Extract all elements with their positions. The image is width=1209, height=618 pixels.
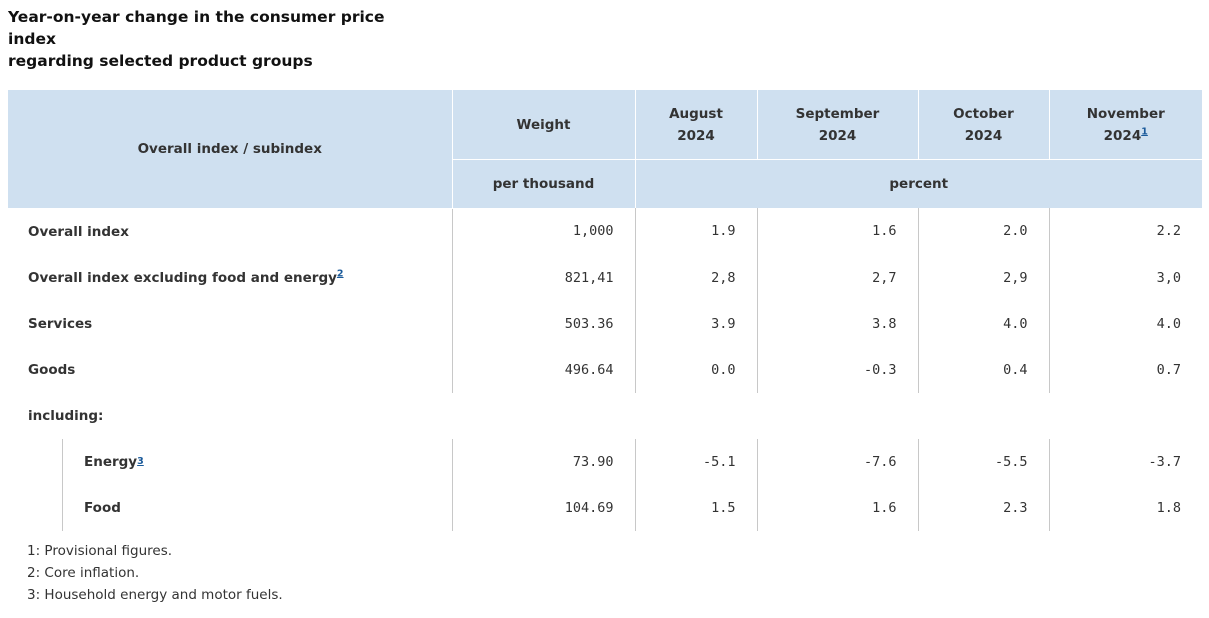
footnote: 2: Core inflation. [27, 565, 140, 581]
header-month-october: October 2024 [917, 90, 1049, 160]
table-row: Overall index 1,000 1.9 1.6 2.0 2.2 [8, 208, 1202, 255]
footnote-marker: 2 [337, 268, 344, 279]
header-weight: Weight [451, 90, 635, 160]
row-label-text: Goods [28, 361, 76, 378]
value-cell: 1.6 [756, 208, 918, 255]
value-cell: 1.8 [1048, 484, 1202, 531]
value-cell: 0.4 [917, 346, 1049, 393]
footnote: 3: Household energy and motor fuels. [27, 587, 283, 603]
subrow-label: Energy 3 [8, 438, 452, 485]
footnotes: 1: Provisional figures. 2: Core inflatio… [27, 540, 283, 606]
row-label-text: Energy [84, 453, 138, 470]
row-label-text: Overall index [28, 223, 129, 240]
value-cell: 2.0 [917, 208, 1049, 255]
weight-cell: 1,000 [451, 208, 635, 255]
header-month-label: August [669, 105, 723, 122]
value-cell: 4.0 [917, 300, 1049, 347]
header-index: Overall index / subindex [8, 90, 452, 209]
weight-cell: 104.69 [451, 484, 635, 531]
header-month-label: October [953, 105, 1014, 122]
row-label: Overall index [8, 208, 452, 255]
row-label-text: Food [84, 499, 121, 516]
value-cell: -0.3 [756, 346, 918, 393]
footnote-link-2[interactable]: 2 [336, 268, 344, 279]
including-label: including: [28, 407, 104, 424]
header-year-label: 2024 [1103, 127, 1142, 144]
table-row: Food 104.69 1.5 1.6 2.3 1.8 [8, 484, 1202, 531]
value-cell: 0.0 [634, 346, 757, 393]
value-cell: 1.5 [634, 484, 757, 531]
value-cell: 2.2 [1048, 208, 1202, 255]
table-title: Year-on-year change in the consumer pric… [8, 6, 428, 72]
value-cell: 1.6 [756, 484, 918, 531]
title-line-1: Year-on-year change in the consumer pric… [8, 8, 385, 48]
header-year-label: 2024 [677, 127, 715, 144]
weight-cell: 821,41 [451, 254, 635, 301]
value-cell: 1.9 [634, 208, 757, 255]
header-percent-unit: percent [634, 159, 1202, 208]
value-cell: 2,9 [917, 254, 1049, 301]
table-row: Overall index excluding food and energy2… [8, 254, 1202, 301]
table-row: Services 503.36 3.9 3.8 4.0 4.0 [8, 300, 1202, 347]
value-cell: 3.9 [634, 300, 757, 347]
value-cell: 3.8 [756, 300, 918, 347]
value-cell: 2.3 [917, 484, 1049, 531]
header-weight-unit: per thousand [451, 159, 635, 208]
row-label: Overall index excluding food and energy2 [8, 255, 452, 301]
weight-cell: 73.90 [451, 438, 635, 485]
header-month-september: September 2024 [756, 90, 918, 160]
header-year-label: 2024 [964, 127, 1003, 144]
footnote-link-3[interactable]: 3 [137, 455, 144, 467]
header-month-november: November 20241 [1048, 90, 1202, 160]
weight-cell: 503.36 [451, 300, 635, 347]
value-cell: 4.0 [1048, 300, 1202, 347]
weight-cell: 496.64 [451, 346, 635, 393]
value-cell: 2,7 [756, 254, 918, 301]
value-cell: -5.1 [634, 438, 757, 485]
subrow-label: Food [8, 484, 452, 531]
footnote-link-1[interactable]: 1 [1141, 126, 1148, 137]
value-cell: -7.6 [756, 438, 918, 485]
value-cell: 3,0 [1048, 254, 1202, 301]
table-row: Energy 3 73.90 -5.1 -7.6 -5.5 -3.7 [8, 438, 1202, 485]
header-month-label: November [1086, 105, 1165, 122]
value-cell: 2,8 [634, 254, 757, 301]
row-label: Services [8, 301, 452, 347]
row-label: Goods [8, 347, 452, 393]
footnote-marker: 1 [1141, 126, 1148, 137]
row-label-text: Services [28, 315, 93, 332]
cpi-table: Overall index / subindex Weight August 2… [8, 90, 1202, 531]
value-cell: -5.5 [917, 438, 1049, 485]
header-month-august: August 2024 [634, 90, 757, 160]
title-line-2: regarding selected product groups [8, 52, 313, 70]
footnote: 1: Provisional figures. [27, 543, 173, 559]
header-year-label: 2024 [818, 127, 857, 144]
value-cell: -3.7 [1048, 438, 1202, 485]
value-cell: 0.7 [1048, 346, 1202, 393]
table-row: Goods 496.64 0.0 -0.3 0.4 0.7 [8, 346, 1202, 393]
including-row: including: [8, 393, 1202, 439]
header-month-label: September [795, 105, 880, 122]
row-label-text: Overall index excluding food and energy [28, 269, 337, 286]
